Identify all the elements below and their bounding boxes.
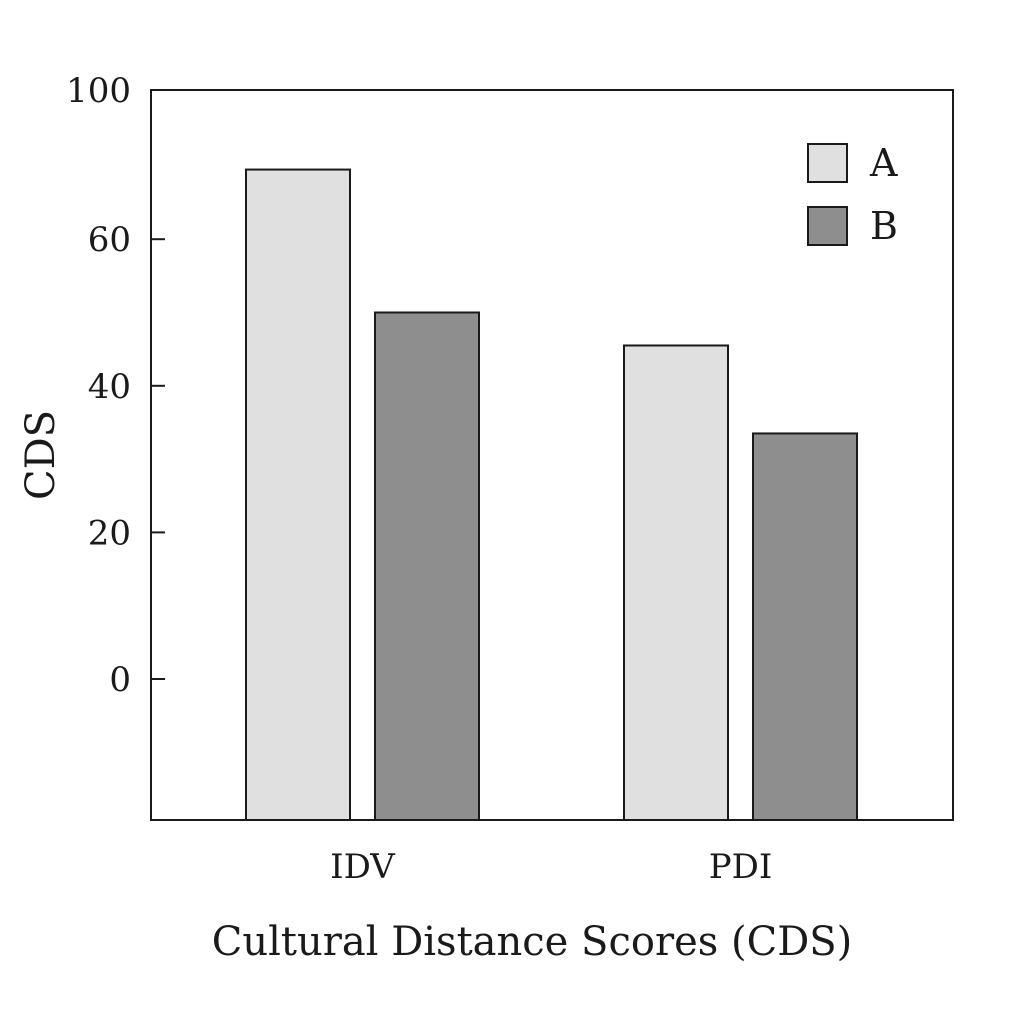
legend-swatch-A [807,143,848,183]
legend-label-A: A [869,141,898,185]
plot-frame [150,89,954,821]
bar-B-IDV [374,311,480,821]
bar-B-PDI [752,432,858,821]
bars [245,168,858,821]
y-axis-title: CDS [18,410,64,500]
legend: AB [807,141,898,248]
legend-label-B: B [870,204,898,248]
x-tick-label: PDI [709,847,773,887]
bar-A-IDV [245,168,351,821]
y-tick-label: 20 [88,513,131,553]
legend-swatch-B [807,206,848,246]
y-tick-label: 0 [109,660,131,700]
x-tick-label: IDV [330,847,396,887]
bar-A-PDI [623,344,729,821]
y-axis: 0 20 40 60 100 [66,71,165,700]
x-axis-title: Cultural Distance Scores (CDS) [212,919,853,965]
y-tick-label: 40 [88,367,131,407]
x-axis: IDV PDI [330,847,772,887]
y-tick-label: 60 [88,220,131,260]
y-tick-label: 100 [66,71,131,111]
